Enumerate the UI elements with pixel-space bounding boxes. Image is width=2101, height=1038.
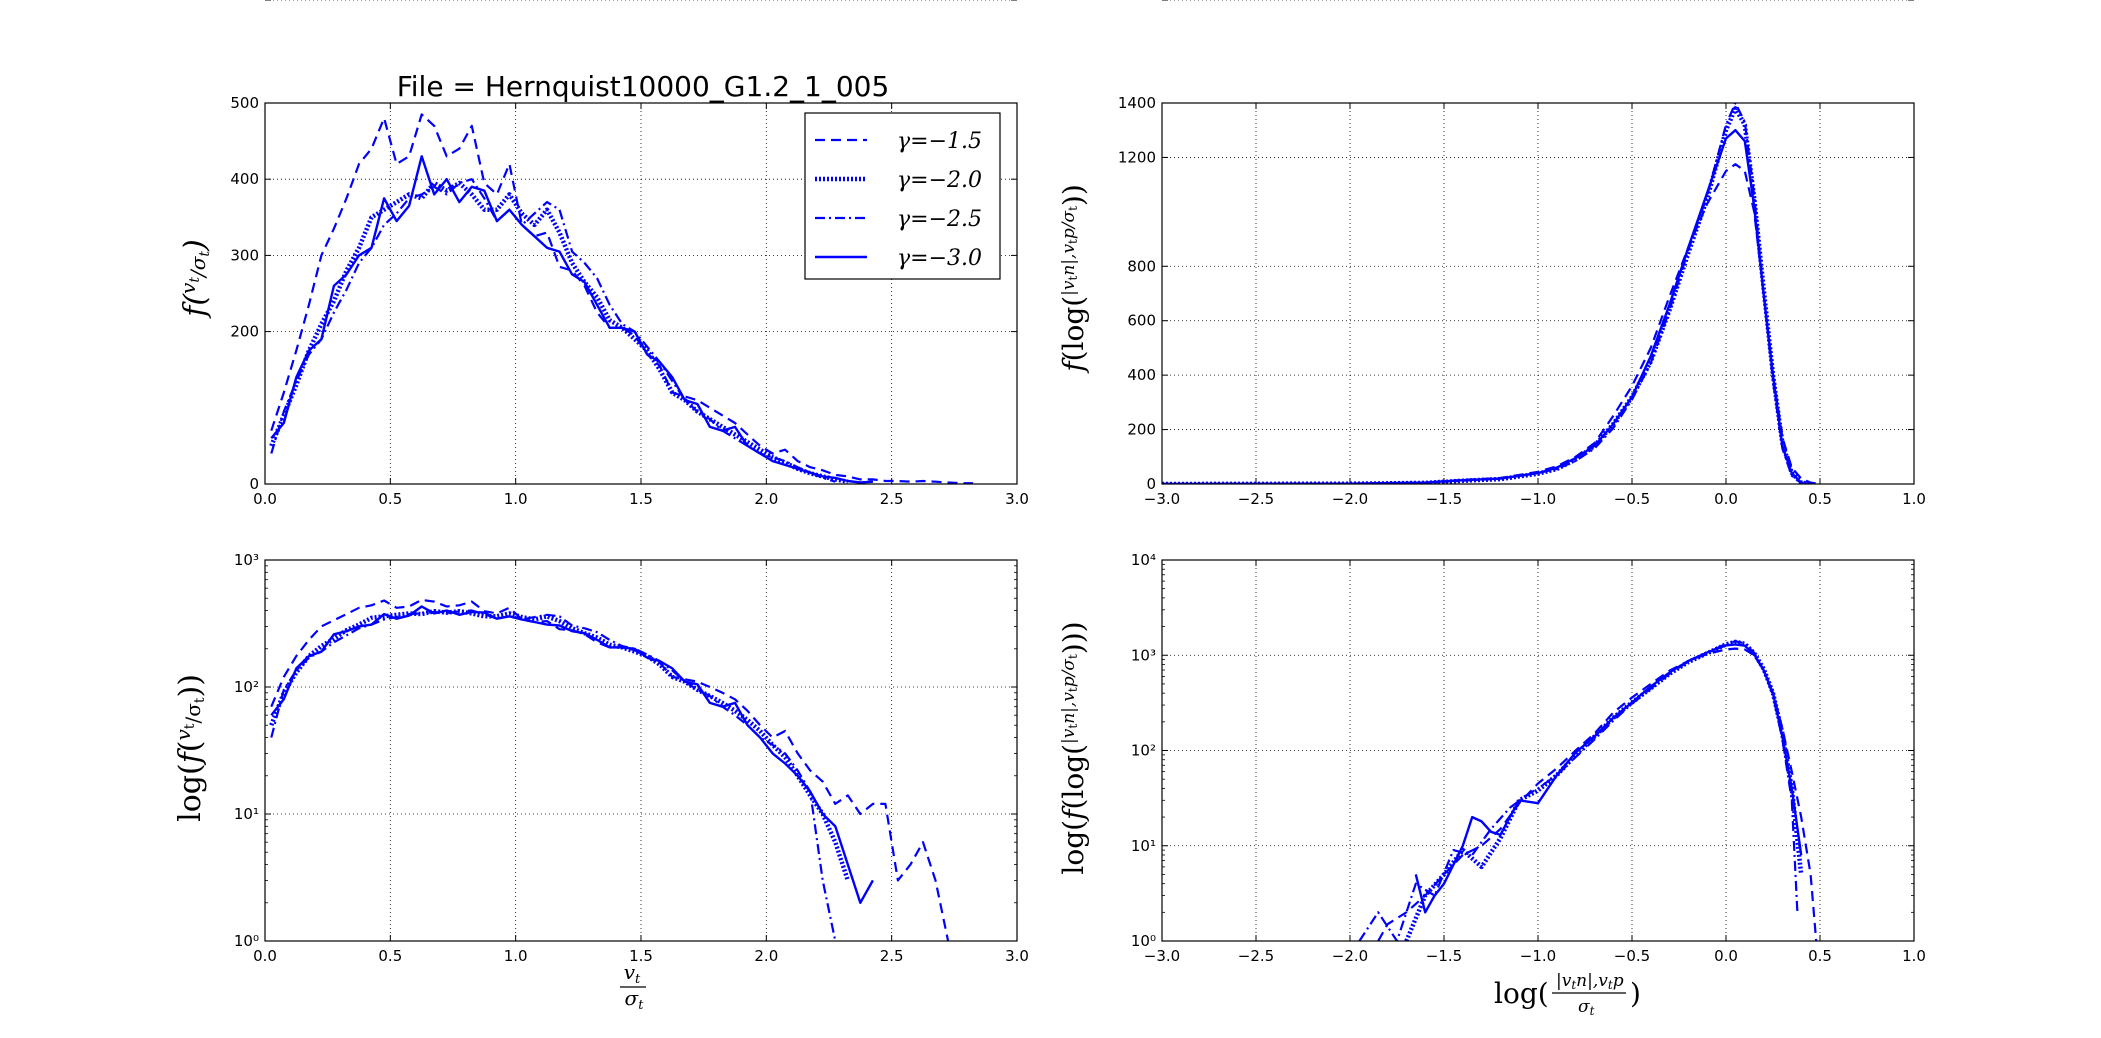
y-tick-label: 400: [230, 170, 259, 188]
svg-text:log(f(log(|vtn|,vtp/σt))): log(f(log(|vtn|,vtp/σt))): [1057, 621, 1090, 874]
svg-text:f(vt/σt): f(vt/σt): [176, 239, 213, 319]
y-tick-label: 10¹: [1131, 837, 1156, 855]
series-line-dashed: [270, 598, 950, 941]
x-tick-label: −3.0: [1144, 490, 1180, 508]
y-tick-label: 1400: [1118, 94, 1156, 112]
svg-text:f(log(|vtn|,vtp/σt)): f(log(|vtn|,vtp/σt)): [1057, 184, 1090, 374]
legend: γ=−1.5 γ=−2.0 γ=−2.5 γ=−3.0: [804, 112, 1001, 280]
series-line-solid: [270, 605, 874, 904]
y-tick-label: 500: [230, 94, 259, 112]
subplot-velocity-log: 0.0 0.5 1.0 1.5 2.0 2.5 3.0 10⁰ 10¹ 10² 10³: [234, 551, 1029, 965]
plot-area: [265, 560, 1017, 941]
series-line-dotted: [1162, 106, 1811, 484]
x-tick-label: 0.0: [253, 490, 277, 508]
x-tick-label: −1.5: [1426, 947, 1462, 965]
x-tick-label: 1.5: [629, 490, 653, 508]
x-tick-label: −3.0: [1144, 947, 1180, 965]
x-tick-label: −2.0: [1332, 947, 1368, 965]
x-tick-label: 0.0: [1714, 490, 1738, 508]
series-line-dashdot: [1358, 640, 1799, 941]
subplot-log-velocity-linear: −3.0 −2.5 −2.0 −1.5 −1.0 −0.5 0.0 0.5 1.0 0 200 400…: [1118, 0, 1926, 508]
legend-label: γ=−3.0: [897, 246, 982, 271]
x-tick-label: −1.0: [1520, 490, 1556, 508]
y-tick-label: 200: [230, 323, 259, 341]
x-axis-label-bottom-right: log( |vtn|,vtp σt ): [1494, 971, 1641, 1018]
y-tick-label: 10²: [1131, 742, 1156, 760]
y-axis-label-top-right: f(log(|vtn|,vtp/σt)): [1057, 184, 1090, 374]
series-line-dashdot: [270, 178, 836, 483]
axes-frame: [1161, 102, 1915, 485]
legend-label: γ=−1.5: [897, 129, 982, 154]
y-tick-label: 800: [1127, 257, 1156, 275]
x-tick-label: 1.0: [504, 947, 528, 965]
series-line-dotted: [269, 180, 849, 484]
legend-label: γ=−2.0: [897, 168, 982, 193]
y-tick-label: 600: [1127, 312, 1156, 330]
y-tick-label: 400: [1127, 366, 1156, 384]
plot-area: [1162, 103, 1914, 484]
x-tick-label: −0.5: [1614, 490, 1650, 508]
x-tick-label: −0.5: [1614, 947, 1650, 965]
x-tick-label: 0.5: [378, 490, 402, 508]
x-tick-label: −1.5: [1426, 490, 1462, 508]
y-axis-label-bottom-left: log(f(vt/σt)): [171, 674, 208, 822]
series-line-solid: [270, 155, 873, 484]
x-tick-label: 1.0: [504, 490, 528, 508]
x-tick-label: 1.5: [629, 947, 653, 965]
x-tick-label: 0.0: [253, 947, 277, 965]
x-tick-label: 1.0: [1902, 947, 1926, 965]
y-tick-label: 100: [230, 0, 259, 4]
svg-text:log(: log(: [1494, 977, 1549, 1010]
x-tick-label: 0.5: [1808, 947, 1832, 965]
svg-text:σt: σt: [625, 986, 645, 1013]
x-axis-label-bottom-left: vt σt: [620, 960, 646, 1013]
axes-frame: [264, 102, 1018, 485]
x-tick-label: −2.5: [1238, 947, 1274, 965]
svg-text:log(f(vt/σt)): log(f(vt/σt)): [171, 674, 208, 822]
series-line-solid: [1414, 643, 1803, 914]
series-line-dashed: [1377, 647, 1818, 941]
x-tick-label: −2.0: [1332, 490, 1368, 508]
y-tick-label: 10⁴: [1131, 551, 1156, 569]
x-tick-label: 2.0: [754, 947, 778, 965]
x-tick-label: 2.5: [880, 490, 904, 508]
subplot-log-velocity-log: −3.0 −2.5 −2.0 −1.5 −1.0 −0.5 0.0 0.5 1.0 10⁰ 10¹ 1…: [1131, 551, 1926, 965]
subplot-velocity-linear: 0.0 0.5 1.0 1.5 2.0 2.5 3.0 0 100 200 300 400 500 γ=−…: [230, 0, 1029, 508]
y-tick-label: 1200: [1118, 148, 1156, 166]
svg-text:σt: σt: [1578, 997, 1595, 1018]
svg-text:): ): [1630, 977, 1641, 1010]
y-tick-label: 10³: [1131, 646, 1156, 664]
x-tick-label: 1.0: [1902, 490, 1926, 508]
svg-text:|vtn|,vtp: |vtn|,vtp: [1556, 971, 1624, 992]
y-tick-label: 200: [1127, 421, 1156, 439]
x-tick-label: −1.0: [1520, 947, 1556, 965]
y-tick-label: 10¹: [234, 805, 259, 823]
axes-frame: [264, 559, 1018, 942]
x-tick-label: 0.0: [1714, 947, 1738, 965]
x-tick-label: 3.0: [1005, 947, 1029, 965]
x-tick-label: 3.0: [1005, 490, 1029, 508]
y-tick-label: 0: [1146, 475, 1156, 493]
y-tick-label: 300: [230, 246, 259, 264]
x-tick-label: 2.0: [754, 490, 778, 508]
x-tick-label: 2.5: [880, 947, 904, 965]
series-line-dashed: [270, 113, 974, 484]
axes-frame: [1161, 559, 1915, 942]
y-axis-label-top-left: f(vt/σt): [176, 239, 213, 319]
x-tick-label: 0.5: [1808, 490, 1832, 508]
legend-label: γ=−2.5: [897, 207, 982, 232]
y-tick-label: 10³: [234, 551, 259, 569]
y-axis-label-bottom-right: log(f(log(|vtn|,vtp/σt))): [1057, 621, 1090, 874]
y-tick-label: 0: [249, 475, 259, 493]
y-tick-label: 10⁰: [1131, 932, 1156, 950]
series-line-dotted: [269, 608, 850, 882]
y-tick-label: 1000: [1118, 0, 1156, 4]
x-tick-label: 0.5: [378, 947, 402, 965]
chart-title: File = Hernquist10000_G1.2_1_005: [397, 70, 890, 103]
y-tick-label: 10²: [234, 678, 259, 696]
y-tick-label: 10⁰: [234, 932, 259, 950]
x-tick-label: −2.5: [1238, 490, 1274, 508]
series-line-solid: [1162, 128, 1811, 484]
